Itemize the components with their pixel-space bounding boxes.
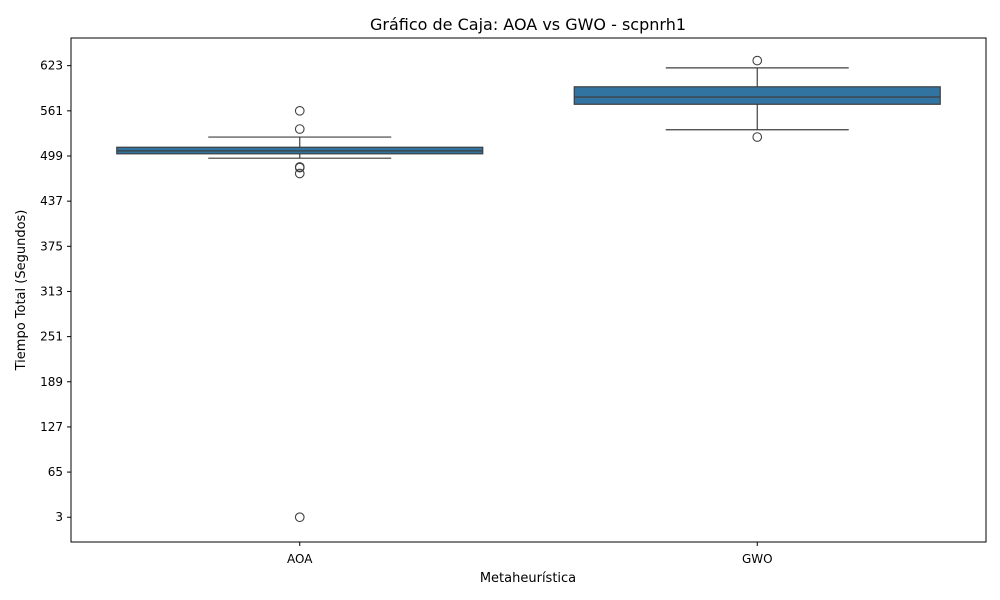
box-group-aoa [116,105,484,523]
plot-area [70,37,987,543]
outlier-point [294,162,305,173]
y-tick-label: 313 [40,284,63,298]
y-tick-label: 189 [40,375,63,389]
outlier-point [294,168,305,179]
outlier-point [294,105,305,116]
outlier-point [752,55,763,66]
box-group-gwo [573,55,941,142]
box-iqr [573,86,941,105]
y-tick-label: 65 [48,465,63,479]
outlier-point [294,124,305,134]
y-tick-label: 499 [40,149,63,163]
x-tick-label: AOA [287,552,313,566]
y-tick-label: 375 [40,239,63,253]
y-tick-label: 3 [55,510,63,524]
x-axis-label: Metaheurística [480,571,576,586]
y-axis-label: Tiempo Total (Segundos) [14,210,29,372]
y-tick-label: 251 [40,330,63,344]
box-series [116,55,941,523]
y-tick-label: 623 [40,59,63,73]
x-axis: AOA GWO [287,542,773,566]
outlier-point [752,132,763,142]
outlier-point [294,512,305,523]
y-tick-label: 127 [40,420,63,434]
y-tick-label: 561 [40,104,63,118]
y-tick-label: 437 [40,194,63,208]
x-tick-label: GWO [742,552,773,566]
y-axis: 3 65 127 189 251 313 375 437 499 561 623 [40,59,71,524]
chart-title: Gráfico de Caja: AOA vs GWO - scpnrh1 [370,15,686,34]
